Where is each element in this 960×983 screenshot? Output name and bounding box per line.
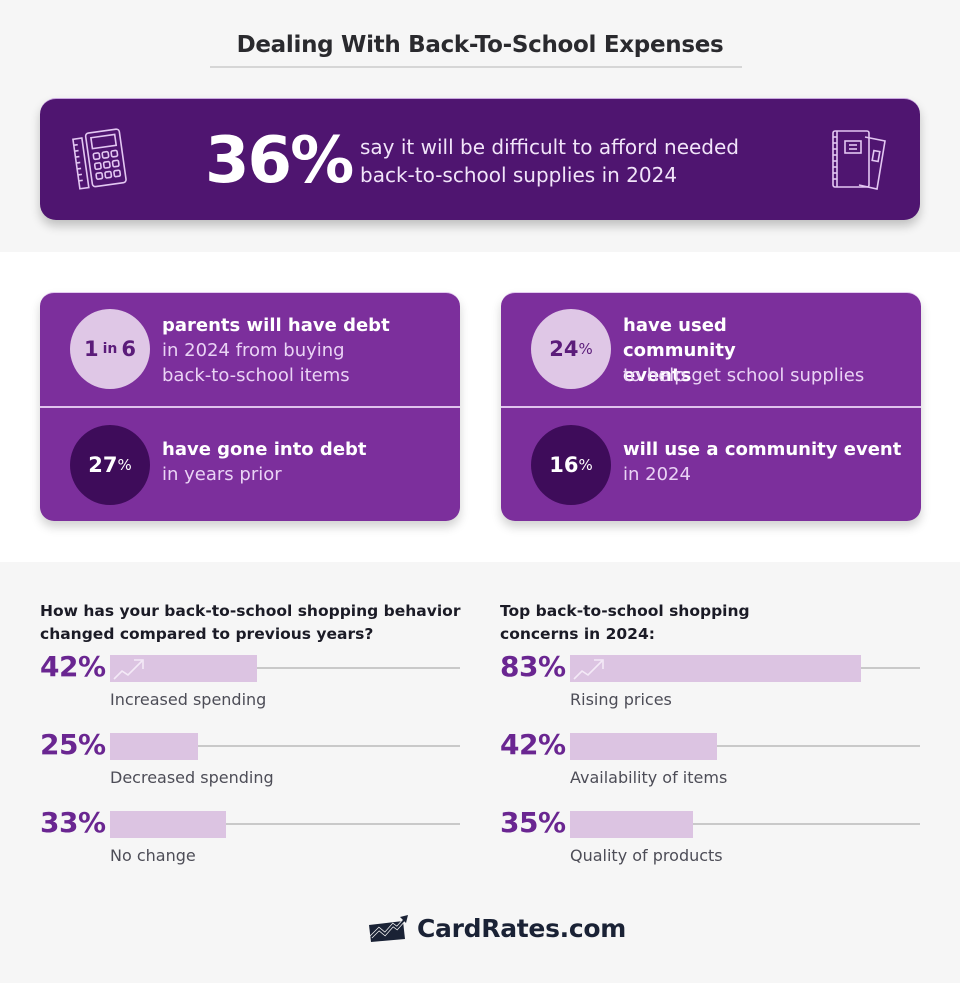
bar-fill bbox=[570, 655, 861, 682]
charts-section: How has your back-to-school shopping beh… bbox=[0, 562, 960, 983]
bar-track bbox=[110, 745, 460, 747]
bar-label: Decreased spending bbox=[110, 768, 274, 787]
chart-title: How has your back-to-school shopping beh… bbox=[40, 602, 461, 643]
stat-description: have used community events bbox=[623, 315, 736, 386]
trend-up-arrow-icon bbox=[113, 659, 144, 680]
shopping-concerns-chart: Top back-to-school shopping concerns in … bbox=[500, 600, 940, 884]
bar-row: 42% Availability of items bbox=[500, 728, 940, 806]
bar-row: 83% Rising prices bbox=[500, 650, 940, 728]
stat-circle: 27% bbox=[70, 425, 150, 505]
stat-description: have gone into debt in years prior bbox=[162, 439, 367, 485]
logo-text: CardRates.com bbox=[417, 913, 626, 943]
bar-track bbox=[570, 823, 920, 825]
community-stats-card: 24% have used community events to help g… bbox=[501, 292, 921, 521]
stats-section: 1 in 6 parents will have debt in 2024 from… bbox=[0, 252, 960, 562]
shopping-behavior-chart: How has your back-to-school shopping beh… bbox=[40, 600, 480, 884]
bar-row: 42% Increased spending bbox=[40, 650, 480, 728]
bar-value: 33% bbox=[40, 806, 106, 839]
title-underline bbox=[210, 66, 742, 68]
bar-row: 35% Quality of products bbox=[500, 806, 940, 884]
bar-fill bbox=[110, 811, 226, 838]
bar-fill bbox=[110, 733, 198, 760]
stat-circle: 24% bbox=[531, 309, 611, 389]
bar-label: Quality of products bbox=[570, 846, 723, 865]
stat-row: 16% will use a community event in 2024 bbox=[501, 408, 921, 521]
bar-value: 35% bbox=[500, 806, 566, 839]
bar-value: 25% bbox=[40, 728, 106, 761]
stat-description: parents will have debt in 2024 from buyi… bbox=[162, 315, 390, 386]
card-divider bbox=[40, 406, 460, 408]
stat-description: will use a community event in 2024 bbox=[623, 439, 902, 485]
bar-track bbox=[110, 823, 460, 825]
hero-percentage: 36% bbox=[205, 124, 354, 198]
bar-value: 83% bbox=[500, 650, 566, 683]
bar-label: No change bbox=[110, 846, 196, 865]
header-section: Dealing With Back-To-School Expenses 36%… bbox=[0, 0, 960, 252]
page-title: Dealing With Back-To-School Expenses bbox=[236, 32, 724, 58]
calculator-ruler-icon bbox=[72, 128, 127, 190]
bar-value: 42% bbox=[500, 728, 566, 761]
hero-description: say it will be difficult to afford neede… bbox=[360, 135, 739, 187]
stat-circle: 1 in 6 bbox=[70, 309, 150, 389]
bar-value: 42% bbox=[40, 650, 106, 683]
stat-circle: 16% bbox=[531, 425, 611, 505]
card-chart-logo-icon bbox=[369, 915, 408, 942]
bar-label: Rising prices bbox=[570, 690, 672, 709]
bar-track bbox=[570, 745, 920, 747]
bar-track bbox=[110, 667, 460, 669]
bar-label: Increased spending bbox=[110, 690, 267, 709]
trend-up-arrow-icon bbox=[573, 659, 604, 680]
hero-banner: 36% say it will be difficult to afford n… bbox=[40, 98, 920, 220]
bar-fill bbox=[570, 811, 693, 838]
bar-row: 33% No change bbox=[40, 806, 480, 884]
stat-row: 27% have gone into debt in years prior bbox=[40, 408, 460, 521]
chart-title: Top back-to-school shopping concerns in … bbox=[500, 602, 750, 643]
bar-label: Availability of items bbox=[570, 768, 728, 787]
brand-logo: CardRates.com bbox=[367, 913, 626, 943]
stat-row: 24% have used community events to help g… bbox=[501, 293, 921, 406]
stat-row: 1 in 6 parents will have debt in 2024 from… bbox=[40, 293, 460, 406]
bar-fill bbox=[570, 733, 717, 760]
notebook-icon bbox=[832, 130, 886, 190]
bar-fill bbox=[110, 655, 257, 682]
debt-stats-card: 1 in 6 parents will have debt in 2024 from… bbox=[40, 292, 460, 521]
card-divider bbox=[501, 406, 921, 408]
bar-row: 25% Decreased spending bbox=[40, 728, 480, 806]
